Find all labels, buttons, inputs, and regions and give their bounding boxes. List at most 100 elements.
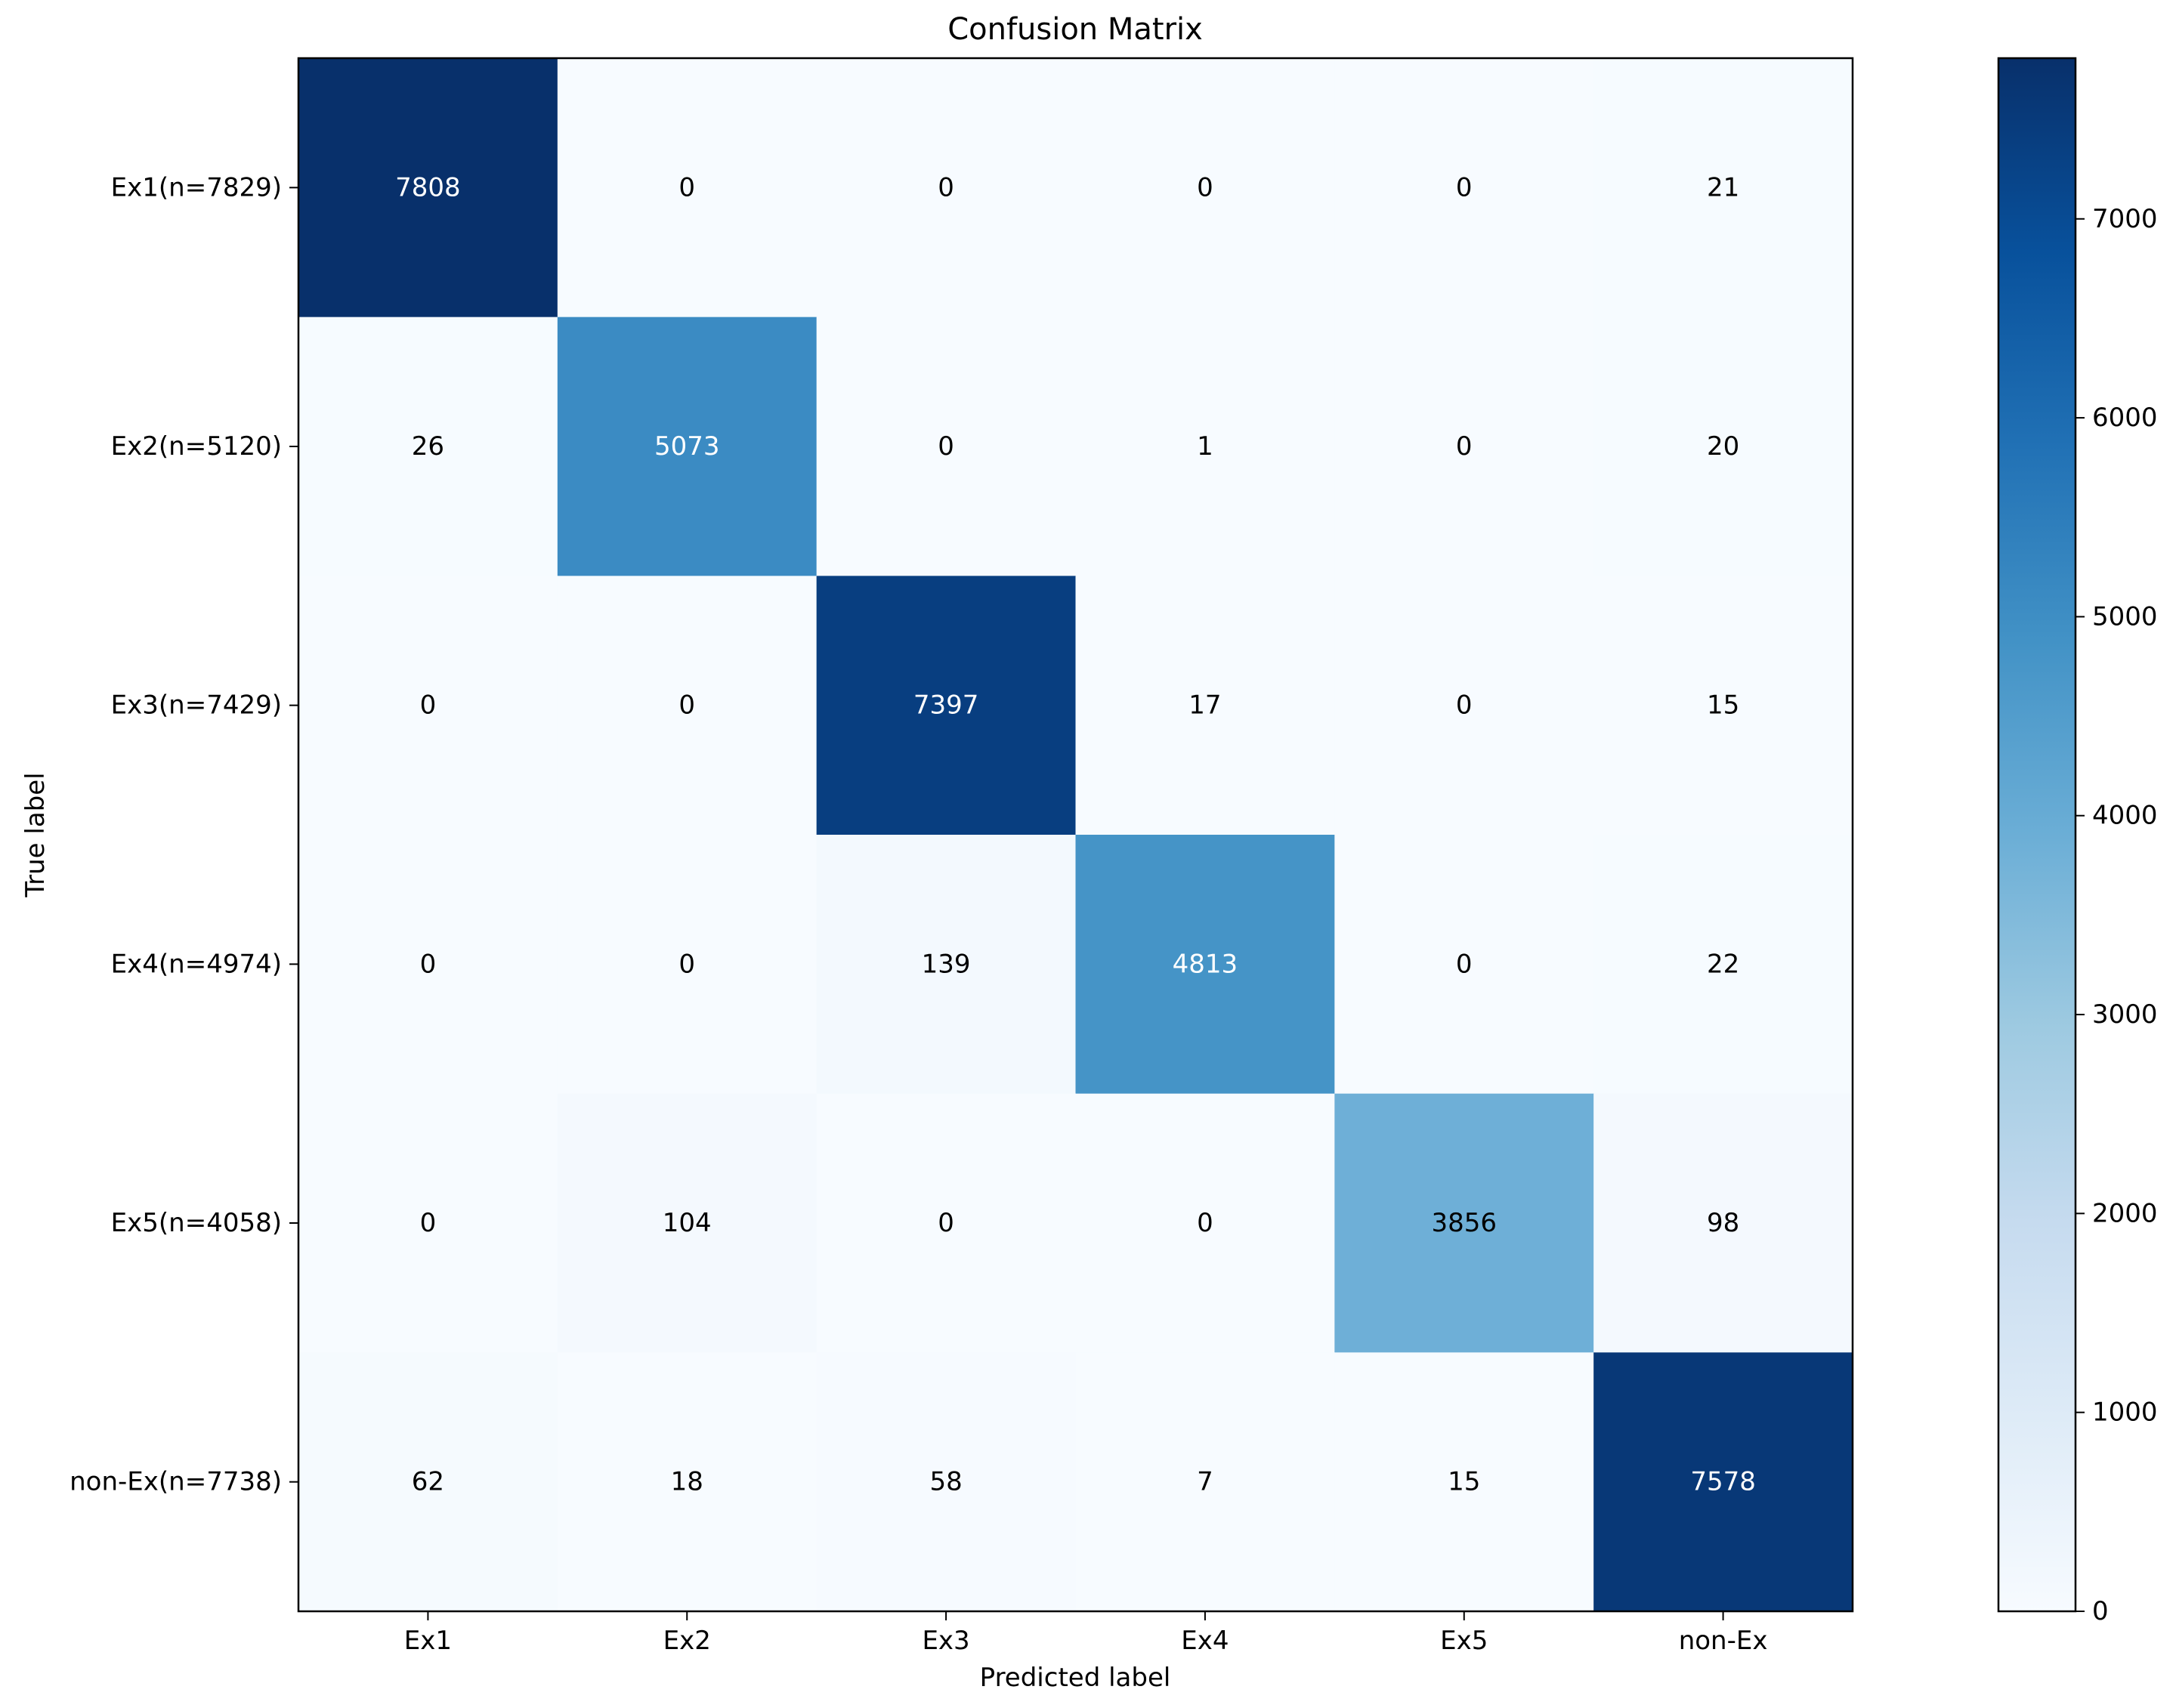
cell-value-label: 0 — [678, 172, 695, 202]
heatmap-cell — [1593, 1352, 1853, 1612]
y-tick-label: Ex4(n=4974) — [111, 949, 282, 979]
heatmap-cell — [557, 317, 818, 576]
heatmap-cell — [557, 576, 818, 835]
y-tick-label: non-Ex(n=7738) — [70, 1467, 282, 1497]
cell-value-label: 0 — [1197, 172, 1213, 202]
cell-value-label: 0 — [678, 949, 695, 979]
colorbar: 0 1000 2000 3000 4000 5000 6000 7000 — [1997, 57, 2158, 1626]
heatmap-cell — [298, 58, 558, 318]
cell-value-label: 7578 — [1690, 1467, 1756, 1497]
colorbar-frame — [1997, 57, 2077, 1613]
colorbar-tick-label: 2000 — [2092, 1198, 2158, 1228]
cell-value-label: 22 — [1707, 949, 1739, 979]
x-tick-label: Ex4 — [1181, 1626, 1229, 1656]
heatmap-cell — [1075, 576, 1335, 835]
heatmap-cell — [298, 835, 558, 1095]
heatmap-cell — [298, 1093, 558, 1353]
chart-title: Confusion Matrix — [947, 12, 1203, 47]
y-axis: Ex1(n=7829) Ex2(n=5120) Ex3(n=7429) Ex4(n=4… — [70, 172, 298, 1497]
heatmap-cell — [816, 58, 1076, 318]
y-tick-label: Ex3(n=7429) — [111, 690, 282, 721]
cell-value-label: 3856 — [1431, 1208, 1497, 1238]
heatmap-cell — [1075, 1352, 1335, 1612]
colorbar-tick-label: 3000 — [2092, 999, 2158, 1030]
colorbar-gradient — [1998, 58, 2076, 1611]
colorbar-tick-label: 6000 — [2092, 403, 2158, 433]
x-tick-label: Ex3 — [922, 1626, 969, 1656]
heatmap-cell — [1334, 317, 1594, 576]
colorbar-tick-label: 0 — [2092, 1596, 2109, 1626]
y-tick-label: Ex2(n=5120) — [111, 431, 282, 462]
x-axis: Ex1 Ex2 Ex3 Ex4 Ex5 non-Ex — [404, 1611, 1768, 1656]
heatmap-cell — [1593, 1093, 1853, 1353]
heatmap-cell — [1334, 58, 1594, 318]
cell-value-label: 20 — [1707, 431, 1739, 462]
cell-value-label: 139 — [922, 949, 971, 979]
heatmap-cell — [557, 58, 818, 318]
cell-value-label: 0 — [1197, 1208, 1213, 1238]
heatmap-cell — [1075, 58, 1335, 318]
cell-value-label: 0 — [678, 690, 695, 721]
cell-value-label: 0 — [938, 172, 954, 202]
cell-value-label: 0 — [1456, 949, 1473, 979]
heatmap-cell — [1593, 58, 1853, 318]
y-tick-label: Ex1(n=7829) — [111, 172, 282, 202]
heatmap-cell — [1075, 317, 1335, 576]
heatmap-cell — [557, 1352, 818, 1612]
heatmap-cell — [1075, 1093, 1335, 1353]
heatmap-cell — [1593, 317, 1853, 576]
y-tick-label: Ex5(n=4058) — [111, 1208, 282, 1238]
cell-value-label: 7808 — [395, 172, 461, 202]
cell-value-label: 18 — [671, 1467, 703, 1497]
heatmap-cell — [816, 835, 1076, 1095]
cell-value-label: 0 — [1456, 172, 1473, 202]
heatmap-cell — [1334, 835, 1594, 1095]
cell-value-label: 0 — [420, 1208, 437, 1238]
cell-value-label: 17 — [1188, 690, 1221, 721]
heatmap-cell — [1334, 1352, 1594, 1612]
x-tick-label: Ex1 — [404, 1626, 452, 1656]
colorbar-tick-label: 5000 — [2092, 601, 2158, 632]
heatmap-cell — [1593, 576, 1853, 835]
cell-value-label: 26 — [412, 431, 444, 462]
cell-value-label: 5073 — [654, 431, 720, 462]
x-tick-label: Ex5 — [1440, 1626, 1488, 1656]
x-axis-label: Predicted label — [980, 1663, 1171, 1693]
cell-value-label: 0 — [1456, 690, 1473, 721]
x-tick-label: non-Ex — [1679, 1626, 1768, 1656]
heatmap-cell — [1334, 576, 1594, 835]
cell-value-label: 15 — [1448, 1467, 1480, 1497]
cell-value-label: 7397 — [913, 690, 979, 721]
heatmap-cell — [298, 317, 558, 576]
heatmap-frame — [297, 57, 1854, 1613]
cell-value-label: 15 — [1707, 690, 1739, 721]
heatmap-cell — [1593, 835, 1853, 1095]
colorbar-tick-label: 1000 — [2092, 1398, 2158, 1428]
heatmap-cell — [298, 1352, 558, 1612]
heatmap-cell — [1334, 1093, 1594, 1353]
cell-value-label: 4813 — [1173, 949, 1238, 979]
heatmap-cells — [298, 58, 1853, 1612]
cell-value-label: 1 — [1197, 431, 1213, 462]
heatmap-cell — [816, 317, 1076, 576]
heatmap-cell — [557, 835, 818, 1095]
cell-value-label: 0 — [420, 949, 437, 979]
colorbar-tick-label: 4000 — [2092, 801, 2158, 831]
heatmap-cell — [557, 1093, 818, 1353]
x-tick-label: Ex2 — [663, 1626, 711, 1656]
cell-value-label: 0 — [420, 690, 437, 721]
heatmap-cell — [816, 1352, 1076, 1612]
heatmap-cell — [816, 1093, 1076, 1353]
cell-value-label: 0 — [938, 431, 954, 462]
heatmap-cell — [298, 576, 558, 835]
heatmap-cell — [1075, 835, 1335, 1095]
heatmap-cell — [816, 576, 1076, 835]
cell-value-label: 98 — [1707, 1208, 1739, 1238]
y-axis-label: True label — [20, 772, 51, 897]
colorbar-tick-label: 7000 — [2092, 204, 2158, 234]
cell-value-label: 104 — [663, 1208, 712, 1238]
cell-value-label: 58 — [929, 1467, 962, 1497]
cell-value-label: 0 — [1456, 431, 1473, 462]
